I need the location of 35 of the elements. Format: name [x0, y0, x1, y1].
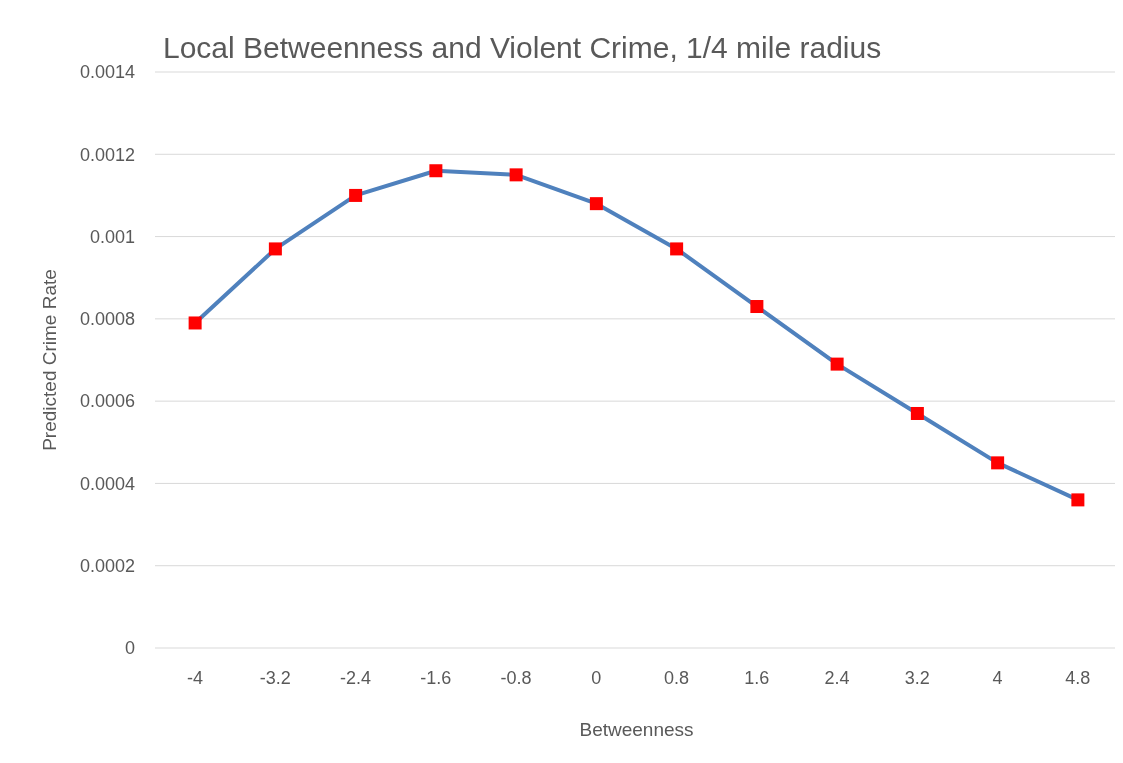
y-tick-label: 0.001	[89, 226, 135, 247]
point	[991, 456, 1005, 470]
y-tick-label: 0.0006	[79, 391, 135, 412]
y-tick-label: 0.0014	[79, 62, 135, 83]
point	[670, 242, 684, 256]
point	[429, 164, 443, 178]
x-tick-label: 3.2	[904, 668, 930, 688]
x-tick-label: -1.6	[420, 668, 452, 688]
y-tick-label: 0	[124, 638, 135, 659]
y-tick-label: 0.0012	[79, 144, 135, 165]
point	[1071, 493, 1085, 507]
x-tick-label: 0	[591, 668, 602, 688]
x-tick-label: -0.8	[500, 668, 532, 688]
x-tick-label: 0.8	[664, 668, 690, 688]
y-tick-label: 0.0004	[79, 473, 135, 494]
y-tick-label: 0.0008	[79, 309, 135, 330]
point	[750, 300, 764, 314]
y-tick-label: 0.0002	[79, 556, 135, 577]
x-tick-label: 4	[992, 668, 1003, 688]
x-tick-label: 1.6	[744, 668, 770, 688]
x-axis-title: Betweenness	[579, 719, 694, 740]
y-axis-title: Predicted Crime Rate	[39, 269, 60, 451]
point	[188, 316, 202, 330]
x-tick-label: 2.4	[824, 668, 850, 688]
x-tick-label: -4	[187, 668, 204, 688]
chart-title: Local Betweenness and Violent Crime, 1/4 mile radius	[163, 31, 882, 64]
point	[349, 188, 363, 202]
x-tick-label: -2.4	[340, 668, 372, 688]
point	[268, 242, 282, 256]
x-tick-label: -3.2	[259, 668, 291, 688]
point	[509, 168, 523, 182]
point	[589, 197, 603, 211]
point	[830, 357, 844, 371]
point	[910, 406, 924, 420]
x-tick-label: 4.8	[1065, 668, 1091, 688]
